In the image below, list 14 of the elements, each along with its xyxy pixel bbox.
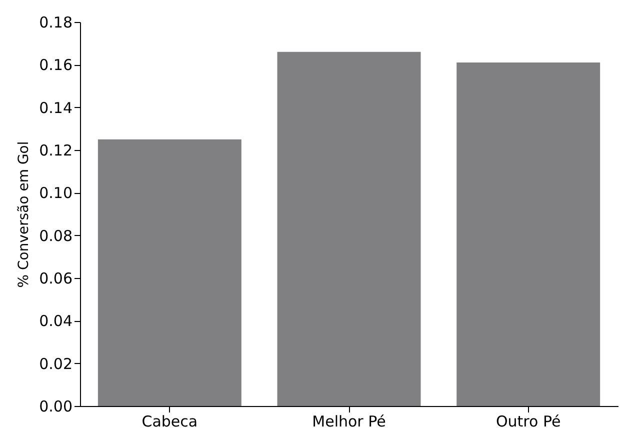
y-axis-title: % Conversão em Gol xyxy=(16,141,32,288)
x-tick-label: Outro Pé xyxy=(496,412,561,428)
y-tick-label: 0.14 xyxy=(39,98,72,117)
y-tick-label: 0.10 xyxy=(39,184,72,202)
x-tick-label: Melhor Pé xyxy=(312,412,386,428)
y-tick-label: 0.00 xyxy=(39,398,72,416)
y-tick-label: 0.18 xyxy=(39,14,72,32)
y-tick-label: 0.12 xyxy=(39,142,72,160)
y-tick-label: 0.04 xyxy=(39,312,72,330)
x-tick-label: Cabeca xyxy=(142,412,198,428)
y-tick-label: 0.06 xyxy=(39,270,72,288)
y-tick-label: 0.08 xyxy=(39,226,72,245)
y-tick-label: 0.02 xyxy=(39,354,72,373)
y-tick-label: 0.16 xyxy=(39,56,72,74)
